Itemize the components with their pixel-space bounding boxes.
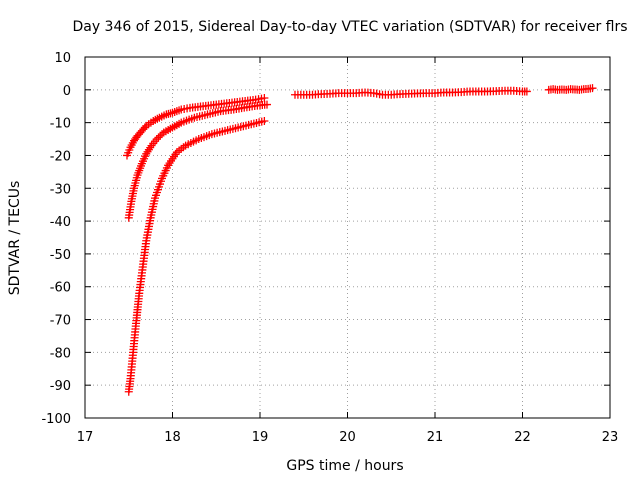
y-axis-title: SDTVAR / TECUs [7,181,23,296]
x-tick-label: 18 [164,430,181,445]
x-tick-label: 21 [427,430,444,445]
y-tick-label: -50 [50,248,71,263]
data-point [260,116,269,125]
data-point [588,84,597,93]
y-tick-label: -80 [50,346,71,361]
y-tick-label: -70 [50,314,71,329]
x-axis-title: GPS time / hours [286,458,403,474]
data-points [123,84,597,396]
grid-lines [85,57,610,418]
y-tick-label: -10 [50,117,71,132]
series-arc-1 [124,116,269,396]
y-tick-label: -60 [50,281,71,296]
data-point [522,87,531,96]
y-tick-label: -90 [50,379,71,394]
axis-ticks [84,56,611,419]
series-arc-2 [124,100,271,222]
chart-title: Day 346 of 2015, Sidereal Day-to-day VTE… [72,19,627,35]
y-tick-label: -30 [50,182,71,197]
y-tick-label: -40 [50,215,71,230]
y-tick-label: 0 [63,84,71,99]
series-arc-4 [291,86,531,99]
y-tick-label: -100 [41,412,71,427]
data-point [260,94,269,103]
y-tick-label: -20 [50,149,71,164]
data-point [263,100,271,109]
series-arc-5 [544,84,597,94]
tick-labels: 17 18 19 20 21 22 23 10 0 -10 -20 -30 -40 -50 -60 -70 -8… [41,51,618,445]
x-tick-label: 23 [602,430,619,445]
x-tick-label: 19 [252,430,269,445]
y-tick-label: 10 [54,51,71,66]
x-tick-label: 17 [77,430,94,445]
x-tick-label: 20 [339,430,356,445]
x-tick-label: 22 [514,430,531,445]
series-arc-3 [123,94,269,160]
